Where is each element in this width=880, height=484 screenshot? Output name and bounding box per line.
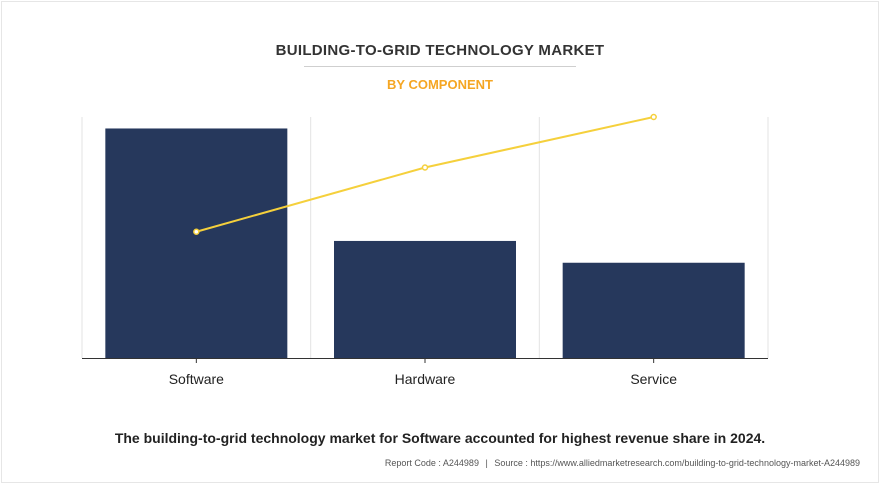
chart-subtitle: BY COMPONENT	[387, 77, 493, 92]
bar-hardware	[334, 240, 516, 358]
x-tick-label: Service	[630, 371, 677, 387]
x-tick-label: Software	[169, 371, 224, 387]
trend-point-hardware	[421, 164, 429, 171]
trend-point-software	[193, 228, 200, 236]
bar-chart: Software Hardware Service	[81, 113, 769, 387]
bar-service	[562, 262, 745, 358]
title-divider	[304, 66, 576, 67]
chart-caption: The building-to-grid technology market f…	[114, 430, 766, 446]
chart-title: BUILDING-TO-GRID TECHNOLOGY MARKET	[275, 42, 605, 59]
source-line: Report Code : A244989 | Source : https:/…	[385, 458, 860, 468]
x-tick-label: Hardware	[395, 371, 456, 387]
source-separator: |	[485, 458, 488, 468]
report-code: Report Code : A244989	[384, 458, 479, 468]
source-url: Source : https://www.alliedmarketresearc…	[494, 458, 860, 468]
trend-point-service	[650, 113, 657, 121]
bar-software	[105, 128, 288, 358]
